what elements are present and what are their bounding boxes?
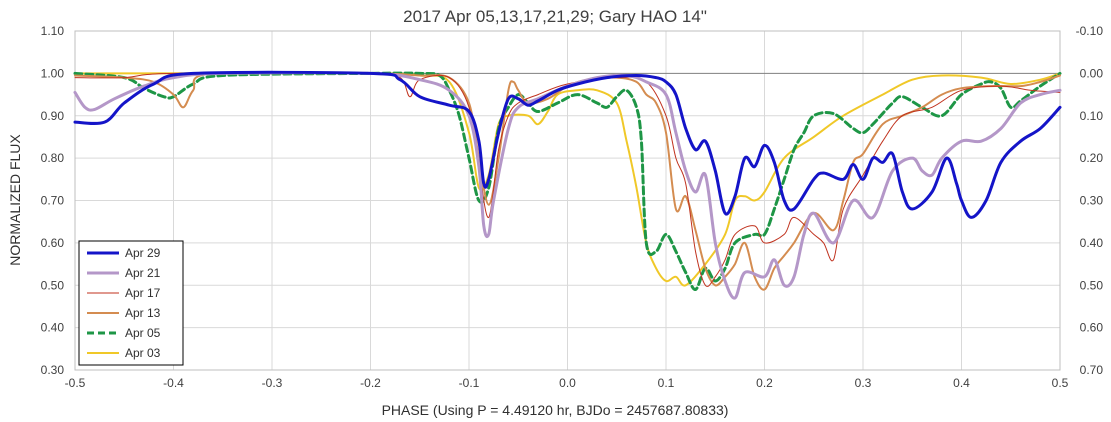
series-line-apr-29 [73,70,1062,219]
y-tick-label: 0.70 [41,194,65,208]
series-line-apr-17 [74,72,1061,287]
y2-tick-label: 0.20 [1080,151,1104,165]
y2-tick-labels: 0.70 0.60 0.50 0.40 0.30 0.20 0.10 0.00 -0.10 [1076,24,1104,377]
x-tick-label: -0.5 [65,376,86,390]
series-lines [73,70,1062,300]
y-tick-label: 0.90 [41,109,65,123]
y-tick-label: 0.80 [41,151,65,165]
x-tick-label: 0.1 [658,376,675,390]
x-tick-label: 0.3 [855,376,872,390]
y-tick-label: 0.30 [41,363,65,377]
legend-box [78,240,184,366]
y-tick-label: 1.10 [41,24,65,38]
x-tick-label: 0.0 [559,376,576,390]
y-axis-label: NORMALIZED FLUX [7,134,23,266]
series-line-apr-13 [74,71,1061,291]
legend-entry-label: Apr 13 [125,306,161,320]
series-line-apr-21 [73,71,1062,300]
x-tick-label: 0.5 [1052,376,1069,390]
x-tick-label: -0.2 [360,376,381,390]
y2-tick-label: 0.40 [1080,236,1104,250]
legend-entry-label: Apr 29 [125,246,161,260]
y-tick-label: 0.40 [41,321,65,335]
y-tick-labels: 0.30 0.40 0.50 0.60 0.70 0.80 0.90 1.00 1.10 [41,24,65,377]
y2-tick-label: 0.50 [1080,278,1104,292]
x-tick-labels: -0.5 -0.4 -0.3 -0.2 -0.1 0.0 0.1 0.2 0.3 0.4 0.5 [65,376,1069,390]
legend-entry-label: Apr 05 [125,326,161,340]
y2-tick-label: 0.10 [1080,109,1104,123]
x-tick-label: 0.2 [756,376,773,390]
legend-entry-label: Apr 17 [125,286,161,300]
y2-tick-label: -0.10 [1076,24,1104,38]
y-tick-label: 0.50 [41,278,65,292]
x-tick-label: 0.4 [953,376,970,390]
series-line-apr-05 [73,71,1062,291]
y-tick-label: 0.60 [41,236,65,250]
y2-tick-label: 0.70 [1080,363,1104,377]
y2-tick-label: 0.60 [1080,321,1104,335]
y2-tick-label: 0.00 [1080,66,1104,80]
x-axis-label: PHASE (Using P = 4.49120 hr, BJDo = 2457… [382,402,729,418]
legend: Apr 29 Apr 21 Apr 17 Apr 13 Apr 05 Apr 03 [78,240,184,366]
x-tick-label: -0.4 [163,376,184,390]
y2-tick-label: 0.30 [1080,194,1104,208]
y-tick-label: 1.00 [41,66,65,80]
chart-title: 2017 Apr 05,13,17,21,29; Gary HAO 14" [403,7,707,26]
plot-area-border [74,30,1061,371]
legend-entry-label: Apr 03 [125,346,161,360]
x-tick-label: -0.1 [459,376,480,390]
x-tick-label: -0.3 [262,376,283,390]
legend-entry-label: Apr 21 [125,266,161,280]
